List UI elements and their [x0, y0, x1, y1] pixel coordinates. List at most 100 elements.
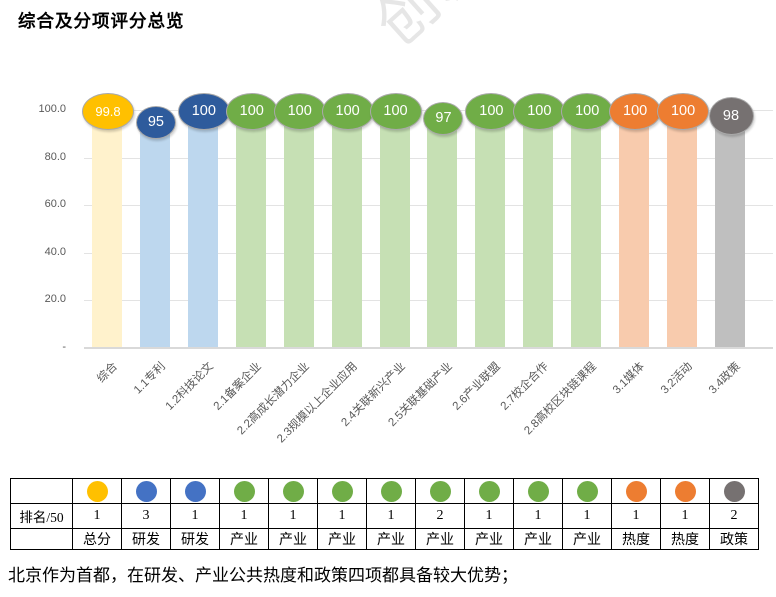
chart-bar — [523, 110, 554, 347]
category-cell: 产业 — [317, 528, 367, 550]
data-point-marker: 100 — [225, 92, 278, 130]
series-color-dot — [429, 480, 451, 502]
data-label: 100 — [623, 102, 648, 119]
category-row-header — [10, 528, 73, 550]
chart-bar — [571, 110, 602, 347]
series-dot-cell — [366, 478, 416, 504]
data-point-marker: 100 — [273, 92, 326, 130]
data-point-marker: 100 — [321, 92, 374, 130]
rank-cell: 1 — [317, 503, 367, 529]
chart-bar — [427, 117, 458, 347]
y-axis-tick-label: - — [62, 341, 66, 353]
rank-cell: 1 — [170, 503, 220, 529]
series-dot-cell — [709, 478, 759, 504]
series-color-dot — [723, 480, 745, 502]
rank-cell: 1 — [513, 503, 563, 529]
rank-cell: 1 — [366, 503, 416, 529]
rank-cell: 2 — [415, 503, 465, 529]
summary-text: 北京作为首都，在研发、产业公共热度和政策四项都具备较大优势； — [8, 566, 518, 585]
data-label: 95 — [147, 114, 164, 131]
series-color-dot — [233, 480, 255, 502]
data-point-marker: 99.8 — [82, 92, 134, 130]
corner-cell — [10, 478, 73, 504]
chart-bar — [715, 114, 745, 347]
category-cell: 政策 — [709, 528, 759, 550]
chart-bar — [283, 110, 314, 347]
y-axis-tick-label: 20.0 — [44, 293, 66, 306]
category-cell: 产业 — [415, 528, 465, 550]
chart-bar — [235, 110, 266, 347]
y-axis-tick-label: 100.0 — [38, 103, 66, 115]
y-axis-tick-label: 40.0 — [44, 245, 66, 258]
category-cell: 产业 — [219, 528, 269, 550]
series-color-dot — [625, 480, 647, 502]
rank-cell: 1 — [268, 503, 318, 529]
category-cell: 产业 — [268, 528, 318, 550]
series-dot-cell — [219, 478, 269, 504]
data-label: 100 — [239, 102, 264, 119]
series-dot-cell — [268, 478, 318, 504]
series-dot-cell — [464, 478, 514, 504]
y-axis-tick-label: 80.0 — [44, 150, 66, 163]
series-dot-cell — [121, 478, 171, 504]
data-label: 97 — [435, 109, 452, 126]
category-cell: 总分 — [72, 528, 122, 550]
y-axis-tick-label: 60.0 — [44, 198, 66, 211]
series-color-dot — [576, 480, 598, 502]
page-title: 综合及分项评分总览 — [18, 11, 185, 31]
series-color-dot — [184, 480, 206, 502]
series-color-dot — [527, 480, 549, 502]
chart-bar — [667, 110, 698, 347]
chart-bar — [619, 110, 650, 347]
chart-bar — [139, 121, 170, 347]
category-cell: 热度 — [611, 528, 661, 550]
series-dot-cell — [562, 478, 612, 504]
data-label: 100 — [670, 102, 696, 119]
series-dot-cell — [317, 478, 367, 504]
gridline — [84, 347, 773, 349]
series-color-dot — [282, 480, 304, 502]
series-dot-cell — [415, 478, 465, 504]
category-cell: 研发 — [121, 528, 171, 550]
chart-bar — [475, 110, 506, 347]
series-dot-cell — [170, 478, 220, 504]
data-label: 99.8 — [95, 103, 121, 119]
series-dot-row — [10, 478, 759, 504]
data-label: 100 — [527, 102, 552, 119]
rank-cell: 1 — [72, 503, 122, 529]
rank-cell: 1 — [611, 503, 661, 529]
category-cell: 产业 — [562, 528, 612, 550]
data-label: 100 — [191, 102, 216, 119]
series-dot-cell — [513, 478, 563, 504]
series-color-dot — [478, 480, 500, 502]
category-cell: 产业 — [513, 528, 563, 550]
chart-bar — [92, 110, 122, 347]
rank-row-header: 排名/50 — [10, 503, 73, 529]
chart-bar — [331, 110, 362, 347]
data-point-marker: 100 — [177, 92, 230, 130]
rank-cell: 1 — [562, 503, 612, 529]
category-row: 总分 研发 研发 产业 产业 产业 产业 产业 产业 产业 产业 热度 热度 政策 — [10, 528, 759, 550]
rank-cell: 3 — [121, 503, 171, 529]
data-label: 100 — [335, 102, 360, 119]
data-label: 100 — [383, 102, 408, 119]
series-dot-cell — [72, 478, 122, 504]
rank-cell: 2 — [709, 503, 759, 529]
series-dot-cell — [660, 478, 710, 504]
data-label: 100 — [287, 102, 312, 119]
chart-bar — [379, 110, 410, 347]
data-label: 100 — [479, 102, 504, 119]
ranking-table: 排名/50 1 3 1 1 1 1 1 2 1 1 1 1 1 2 总分 研发 研发 产业 产业 产业 产业 产业 产业 产业产… — [10, 478, 759, 550]
data-point-marker: 98 — [708, 96, 754, 135]
data-point-marker: 95 — [135, 106, 176, 140]
category-cell: 产业 — [366, 528, 416, 550]
series-color-dot — [86, 480, 108, 502]
rank-cell: 1 — [464, 503, 514, 529]
data-point-marker: 100 — [369, 92, 422, 130]
data-point-marker: 100 — [513, 92, 566, 130]
score-bar-chart: 100.0 80.0 60.0 40.0 20.0-99.8 综合 95 1.1专利 100 1.… — [38, 92, 773, 445]
series-color-dot — [331, 480, 353, 502]
series-dot-cell — [611, 478, 661, 504]
series-color-dot — [674, 480, 696, 502]
data-point-marker: 100 — [465, 92, 518, 130]
